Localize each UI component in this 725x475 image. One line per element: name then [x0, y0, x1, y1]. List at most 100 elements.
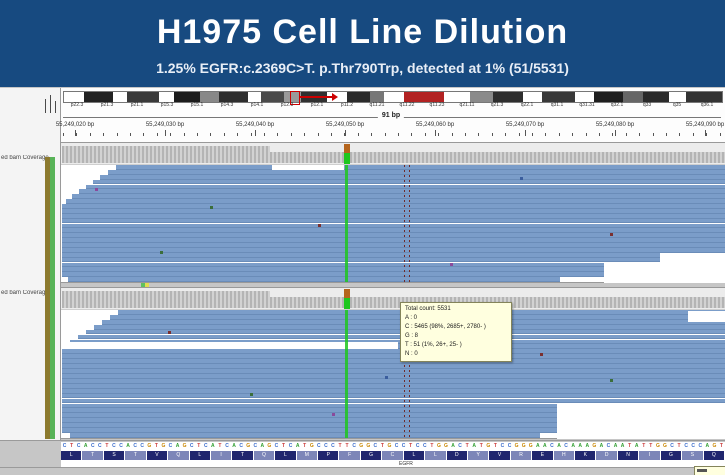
read-row[interactable]	[116, 165, 725, 170]
read-row[interactable]	[62, 238, 725, 243]
sequence-base: C	[225, 443, 229, 449]
coverage-bars	[62, 291, 270, 308]
sequence-base: G	[663, 443, 667, 449]
view-region-marker[interactable]	[290, 91, 300, 105]
read-row[interactable]	[62, 252, 725, 258]
read-row[interactable]	[86, 184, 725, 190]
variant-allele-green	[344, 298, 350, 309]
read-row[interactable]	[62, 383, 725, 389]
read-row[interactable]	[62, 388, 725, 394]
alignment-panel-1-coverage-track[interactable]	[61, 143, 725, 165]
minor-tick	[304, 133, 306, 136]
ruler-zone[interactable]: p22.3 p21.3 p21.1 p15.3 p15.1 p14.3 p14.1 p12.3…	[56, 88, 725, 143]
minor-tick	[63, 133, 64, 136]
minor-tick	[424, 133, 426, 136]
read-row[interactable]	[62, 418, 725, 424]
cytoband-label: p22.3	[70, 102, 84, 108]
read-row[interactable]	[62, 272, 648, 278]
read-row[interactable]	[70, 433, 540, 438]
sequence-base: C	[189, 443, 194, 449]
sequence-base: C	[331, 443, 335, 449]
sequence-base: G	[359, 443, 364, 449]
cytoband-label: q32.1	[610, 102, 624, 108]
read-row[interactable]	[79, 189, 725, 195]
minor-tick	[277, 133, 279, 136]
sequence-base: C	[203, 443, 208, 449]
sequence-base: C	[394, 443, 399, 449]
sequence-base: C	[670, 443, 674, 449]
cytoband-label: p12.3	[280, 102, 294, 108]
tooltip-line: N : 0	[405, 351, 418, 357]
cytoband	[284, 92, 301, 102]
read-row[interactable]	[62, 267, 700, 273]
chromosome-ideogram[interactable]	[63, 91, 723, 105]
cytoband	[261, 92, 285, 102]
sequence-base: G	[309, 443, 314, 449]
sequence-base: A	[232, 443, 236, 449]
major-tick	[345, 130, 346, 136]
mismatch-base	[610, 233, 613, 236]
sequence-base: C	[253, 443, 258, 449]
read-row[interactable]	[62, 208, 725, 214]
partial-tooltip	[694, 466, 725, 475]
minor-tick	[639, 133, 641, 136]
coordinate-label: 55,249,040 bp	[235, 122, 275, 128]
read-row[interactable]	[62, 408, 725, 414]
read-row[interactable]	[62, 257, 725, 263]
read-row[interactable]	[62, 413, 725, 419]
read-row[interactable]	[62, 218, 725, 224]
read-row[interactable]	[62, 423, 705, 429]
alignment-panel-2-coverage-track[interactable]	[61, 288, 725, 310]
read-row[interactable]	[62, 364, 725, 369]
amino-acid-block: S	[103, 451, 125, 460]
mismatch-base	[95, 188, 98, 191]
read-row[interactable]	[62, 247, 725, 253]
amino-acid-block: Q	[703, 451, 724, 460]
sequence-base: G	[182, 443, 187, 449]
minor-tick	[317, 133, 319, 136]
sequence-base: A	[578, 443, 582, 449]
read-row[interactable]	[62, 369, 725, 374]
read-row[interactable]	[62, 262, 725, 268]
read-row[interactable]	[68, 277, 560, 282]
minor-tick	[411, 133, 413, 136]
alignment-panel-2[interactable]	[61, 287, 725, 439]
read-row[interactable]	[62, 228, 725, 234]
amino-acid-block: I	[210, 451, 232, 460]
read-row[interactable]	[62, 213, 725, 219]
read-row[interactable]	[62, 223, 725, 229]
sequence-base: T	[105, 443, 109, 449]
read-row[interactable]	[108, 169, 725, 175]
read-row[interactable]	[62, 378, 725, 384]
read-row[interactable]	[62, 359, 725, 365]
minor-tick	[89, 133, 91, 136]
sequence-base: G	[267, 443, 272, 449]
read-row[interactable]	[62, 374, 725, 379]
read-row[interactable]	[62, 393, 725, 399]
read-row[interactable]	[62, 428, 640, 433]
read-row[interactable]	[62, 349, 725, 355]
read-row[interactable]	[62, 354, 725, 360]
gene-track[interactable]: EGFR	[61, 460, 725, 467]
track-label-panel2[interactable]: ed bam Coverage	[1, 290, 49, 296]
sequence-base: A	[599, 443, 604, 449]
read-row[interactable]	[72, 194, 725, 200]
read-row[interactable]	[62, 403, 725, 409]
alignment-panel-1[interactable]	[61, 142, 725, 283]
amino-acid-block: G	[360, 451, 382, 460]
read-row[interactable]	[66, 199, 725, 204]
mismatch-base	[160, 251, 163, 254]
read-row[interactable]	[62, 204, 725, 209]
read-row[interactable]	[62, 398, 725, 404]
minor-tick	[237, 133, 239, 136]
read-row[interactable]	[100, 174, 725, 180]
read-row[interactable]	[62, 243, 725, 248]
read-row[interactable]	[62, 233, 725, 239]
cytoband-label: p21.3	[100, 102, 114, 108]
track-label-panel1[interactable]: ed bam Coverage	[1, 155, 49, 161]
cytoband	[173, 92, 201, 102]
minor-tick	[599, 133, 600, 136]
sequence-base: C	[324, 443, 328, 449]
